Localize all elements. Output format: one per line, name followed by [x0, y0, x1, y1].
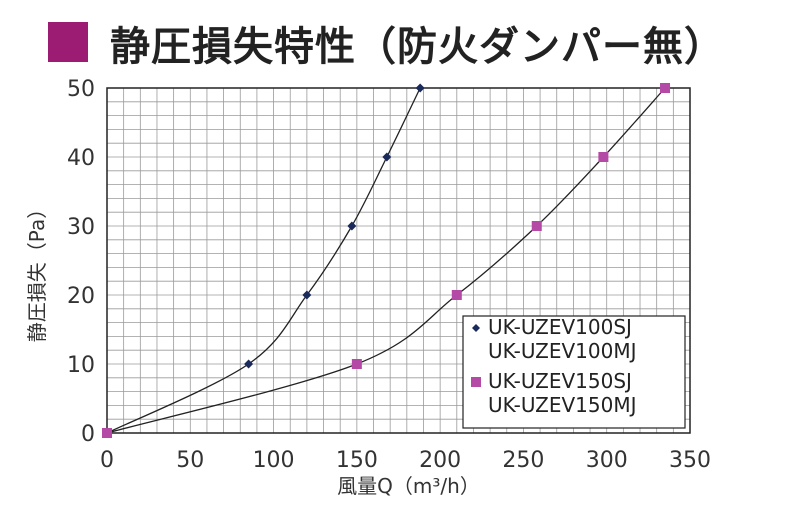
- series-1-marker: [415, 83, 425, 93]
- legend-label-1: UK-UZEV100SJ: [488, 315, 632, 339]
- series-1-marker: [302, 290, 312, 300]
- series-2-marker: [598, 152, 609, 162]
- x-tick-label: 250: [502, 448, 544, 473]
- x-tick-label: 300: [586, 448, 628, 473]
- x-tick-label: 200: [419, 448, 461, 473]
- legend-label-1: UK-UZEV100MJ: [488, 339, 637, 363]
- legend-marker-1: [472, 324, 480, 332]
- chart-title: 静圧損失特性（防火ダンパー無）: [110, 24, 725, 70]
- title-marker: [48, 22, 88, 62]
- x-axis-label: 風量Q（m³/h）: [337, 474, 480, 498]
- series-2-marker: [102, 428, 112, 438]
- x-tick-label: 0: [100, 448, 114, 473]
- legend-marker-2: [471, 377, 481, 387]
- series-2-marker: [660, 83, 671, 93]
- markers: [102, 83, 671, 438]
- series-1-marker: [244, 359, 254, 369]
- series-1-marker: [347, 221, 357, 231]
- series-1-marker: [382, 152, 392, 162]
- y-tick-label: 40: [67, 146, 95, 171]
- x-tick-labels: 0 50 100 150 200 250 300 350: [100, 448, 711, 473]
- x-tick-label: 150: [336, 448, 378, 473]
- y-tick-label: 30: [67, 215, 95, 240]
- series-2-marker: [531, 221, 542, 231]
- plot-frame: [106, 87, 691, 434]
- x-tick-label: 50: [176, 448, 204, 473]
- series-2-marker: [351, 359, 362, 369]
- y-tick-label: 20: [67, 284, 95, 309]
- legend-label-2: UK-UZEV150MJ: [488, 393, 637, 417]
- y-tick-label: 0: [81, 422, 95, 447]
- y-tick-label: 10: [67, 353, 95, 378]
- series-2-marker: [451, 290, 462, 300]
- x-tick-label: 100: [253, 448, 295, 473]
- y-axis-label: 静圧損失（Pa）: [25, 199, 49, 342]
- y-tick-labels: 0 10 20 30 40 50: [67, 77, 95, 447]
- y-tick-label: 50: [67, 77, 95, 102]
- x-tick-label: 350: [669, 448, 711, 473]
- legend-box: [462, 315, 686, 429]
- legend-label-2: UK-UZEV150SJ: [488, 369, 632, 393]
